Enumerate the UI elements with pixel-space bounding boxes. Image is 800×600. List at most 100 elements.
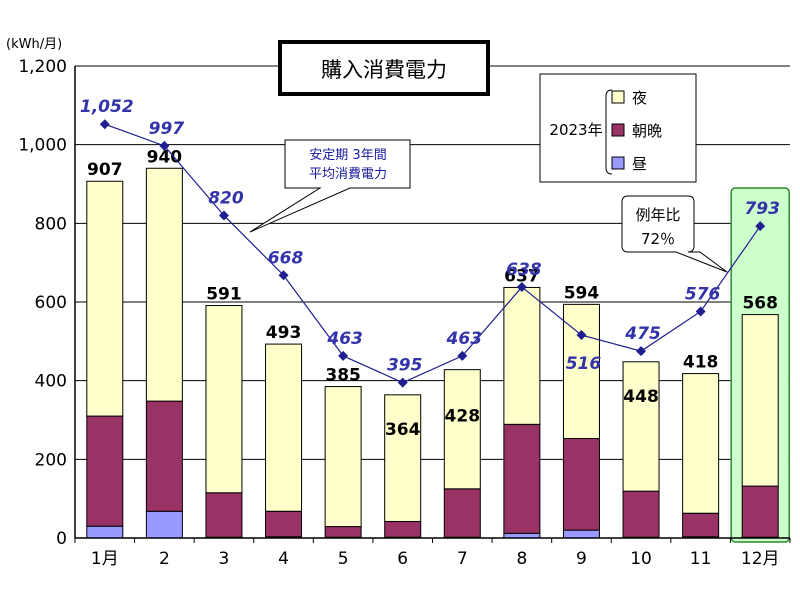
bar-total-label: 428 bbox=[445, 407, 481, 427]
bar-segment bbox=[562, 437, 600, 531]
line-value-label: 463 bbox=[446, 329, 483, 349]
x-tick-label: 7 bbox=[457, 549, 468, 569]
line-point bbox=[755, 221, 766, 232]
line-point bbox=[516, 282, 527, 293]
line-value-label: 463 bbox=[326, 329, 363, 349]
bar-segment bbox=[145, 400, 183, 512]
bar-total-labels: 907 940 591 493 385 364 428 637 594 448 418 568 bbox=[87, 147, 778, 440]
bar-total-label: 940 bbox=[147, 147, 183, 167]
bar-segment bbox=[265, 510, 303, 538]
bar-segment bbox=[86, 180, 124, 417]
x-tick-label: 9 bbox=[576, 549, 587, 569]
bar-segment bbox=[443, 369, 481, 490]
callout-line2: 平均消費電力 bbox=[309, 167, 387, 182]
y-tick-labels: 0 200 400 600 800 1,000 1,200 bbox=[18, 57, 67, 549]
x-tick-label: 12月 bbox=[741, 549, 780, 569]
y-unit-label: (kWh/月) bbox=[6, 37, 62, 52]
bar-total-label: 385 bbox=[325, 366, 361, 386]
line-point bbox=[695, 306, 706, 317]
bar-segment bbox=[741, 485, 779, 538]
line-value-label: 668 bbox=[268, 248, 304, 268]
legend-year: 2023年 bbox=[549, 121, 602, 139]
legend-label: 夜 bbox=[632, 89, 647, 107]
bar-total-label: 448 bbox=[623, 387, 659, 407]
line-point bbox=[278, 270, 289, 281]
ratio-line2: 72％ bbox=[641, 230, 675, 248]
x-tick-label: 2 bbox=[159, 549, 170, 569]
bar-segment bbox=[562, 303, 600, 439]
chart-title: 購入消費電力 bbox=[321, 58, 447, 82]
bar-segment bbox=[384, 520, 422, 538]
legend-swatch bbox=[611, 123, 625, 137]
bar-total-label: 364 bbox=[385, 420, 421, 440]
legend-swatch bbox=[611, 90, 625, 104]
callout-line1: 安定期 3年間 bbox=[309, 148, 386, 163]
bar-segment bbox=[86, 525, 124, 539]
x-tick-label: 4 bbox=[278, 549, 289, 569]
bar-segment bbox=[622, 361, 660, 492]
bar-segment bbox=[145, 167, 183, 402]
line-series bbox=[99, 119, 766, 388]
bar-total-label: 493 bbox=[266, 323, 302, 343]
bar-total-label: 591 bbox=[206, 285, 242, 305]
line-point bbox=[218, 210, 229, 221]
y-tick-label: 1,000 bbox=[18, 136, 67, 156]
bar-segment bbox=[682, 373, 720, 514]
line-point bbox=[457, 350, 468, 361]
x-tick-label: 6 bbox=[397, 549, 408, 569]
bar-segment bbox=[503, 423, 541, 534]
line-value-label: 475 bbox=[624, 324, 661, 344]
line-point bbox=[576, 330, 587, 341]
title-box: 購入消費電力 bbox=[278, 40, 490, 96]
bar-total-label: 594 bbox=[564, 283, 600, 303]
line-point bbox=[338, 350, 349, 361]
line-value-label: 793 bbox=[744, 199, 780, 219]
y-tick-label: 800 bbox=[35, 214, 67, 234]
ratio-box: 例年比 72％ bbox=[621, 195, 728, 273]
legend-swatch bbox=[611, 156, 625, 170]
bar-segment bbox=[562, 529, 600, 539]
x-tick-labels: 1月 2 3 4 5 6 7 8 9 10 11 12月 bbox=[91, 549, 780, 569]
line-point bbox=[159, 140, 170, 151]
bars bbox=[86, 167, 779, 539]
bar-segment bbox=[503, 286, 541, 425]
bar-segment bbox=[443, 488, 481, 538]
x-tick-label: 8 bbox=[516, 549, 527, 569]
line-path bbox=[104, 123, 761, 384]
line-value-label: 516 bbox=[566, 354, 602, 374]
line-value-label: 638 bbox=[506, 260, 542, 280]
ratio-line1: 例年比 bbox=[635, 206, 680, 224]
line-value-label: 820 bbox=[208, 188, 244, 208]
x-tick-label: 1月 bbox=[91, 549, 119, 569]
line-point bbox=[636, 346, 647, 357]
x-tick-label: 5 bbox=[338, 549, 349, 569]
bar-segment bbox=[86, 415, 124, 527]
bar-total-label: 568 bbox=[742, 294, 778, 314]
y-tick-label: 600 bbox=[35, 293, 67, 313]
line-value-label: 997 bbox=[149, 119, 185, 139]
bar-total-label: 418 bbox=[683, 353, 719, 373]
line-value-label: 395 bbox=[387, 356, 423, 376]
y-tick-label: 400 bbox=[35, 372, 67, 392]
bar-segment bbox=[265, 343, 303, 512]
y-tick-label: 1,200 bbox=[18, 57, 67, 77]
bar-total-label: 907 bbox=[87, 160, 123, 180]
legend-label: 朝晩 bbox=[632, 122, 662, 140]
callout-box: 安定期 3年間 平均消費電力 bbox=[249, 139, 411, 233]
bar-segment bbox=[205, 305, 243, 494]
legend-label: 昼 bbox=[632, 155, 647, 173]
bar-segment bbox=[682, 512, 720, 538]
x-tick-label: 3 bbox=[219, 549, 230, 569]
bar-segment bbox=[145, 510, 183, 539]
axes bbox=[74, 66, 791, 543]
line-value-label: 1,052 bbox=[80, 97, 134, 117]
x-tick-label: 11 bbox=[690, 549, 712, 569]
line-value-labels: 1,052 997 820 668 463 395 463 638 516 475 576 793 bbox=[80, 97, 780, 375]
bar-segment bbox=[741, 314, 779, 487]
bar-segment bbox=[324, 386, 362, 528]
bar-segment bbox=[622, 490, 660, 538]
x-tick-label: 10 bbox=[630, 549, 652, 569]
line-point bbox=[99, 119, 110, 130]
